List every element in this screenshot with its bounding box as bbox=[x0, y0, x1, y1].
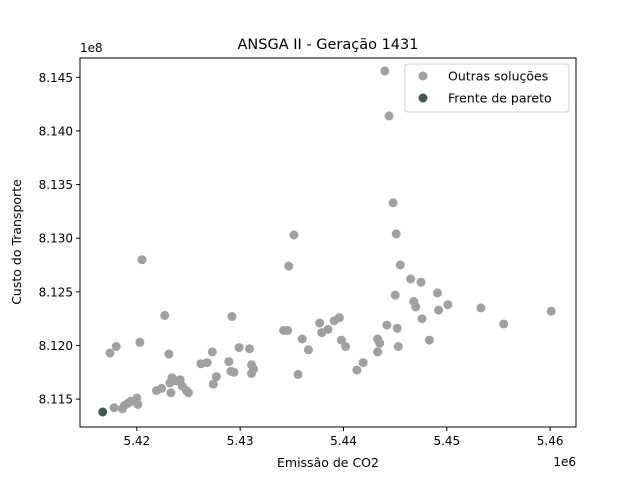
point-outras-solucoes bbox=[352, 365, 362, 375]
axis-ticks: 5.42 5.43 5.44 5.45 5.46 8.115 8.120 8.125 8.130… bbox=[39, 71, 564, 448]
point-outras-solucoes bbox=[373, 347, 383, 357]
x-axis-label: Emissão de CO2 bbox=[277, 455, 379, 470]
point-outras-solucoes bbox=[417, 314, 427, 324]
point-outras-solucoes bbox=[499, 319, 509, 329]
point-outras-solucoes bbox=[424, 335, 434, 345]
point-outras-solucoes bbox=[245, 344, 254, 354]
legend-label-pareto: Frente de pareto bbox=[448, 91, 552, 106]
point-outras-solucoes bbox=[283, 326, 293, 335]
point-outras-solucoes bbox=[433, 288, 442, 298]
point-outras-solucoes bbox=[289, 230, 299, 240]
x-tick-label: 5.43 bbox=[227, 434, 254, 448]
point-outras-solucoes bbox=[476, 303, 486, 313]
legend-label-outras: Outras soluções bbox=[448, 69, 548, 84]
point-outras-solucoes bbox=[323, 324, 333, 334]
legend-marker-outras bbox=[418, 71, 428, 81]
point-outras-solucoes bbox=[315, 318, 325, 328]
point-outras-solucoes bbox=[105, 348, 115, 358]
x-tick-label: 5.44 bbox=[330, 434, 357, 448]
x-tick-label: 5.42 bbox=[123, 434, 150, 448]
point-outras-solucoes bbox=[391, 229, 401, 239]
point-outras-solucoes bbox=[137, 255, 147, 265]
point-outras-solucoes bbox=[336, 335, 346, 345]
point-outras-solucoes bbox=[164, 349, 174, 359]
point-outras-solucoes bbox=[211, 372, 221, 382]
point-outras-solucoes bbox=[109, 403, 119, 413]
point-outras-solucoes bbox=[382, 320, 392, 330]
point-outras-solucoes bbox=[202, 358, 212, 368]
point-outras-solucoes bbox=[229, 367, 239, 377]
legend-box bbox=[404, 63, 570, 113]
point-outras-solucoes bbox=[546, 306, 556, 316]
legend-marker-pareto bbox=[418, 93, 428, 103]
point-outras-solucoes bbox=[208, 379, 218, 389]
point-outras-solucoes bbox=[341, 342, 351, 351]
point-outras-solucoes bbox=[392, 323, 402, 333]
point-outras-solucoes bbox=[390, 290, 400, 300]
point-outras-solucoes bbox=[111, 342, 121, 351]
point-outras-solucoes bbox=[249, 364, 259, 374]
point-outras-solucoes bbox=[393, 342, 403, 351]
point-outras-solucoes bbox=[443, 300, 453, 310]
point-outras-solucoes bbox=[380, 66, 390, 76]
point-outras-solucoes bbox=[224, 357, 234, 367]
point-outras-solucoes bbox=[434, 305, 444, 315]
point-frente-de-pareto bbox=[98, 407, 108, 417]
point-outras-solucoes bbox=[303, 345, 313, 355]
y-tick-label: 8.125 bbox=[39, 285, 73, 299]
y-tick-label: 8.130 bbox=[39, 232, 73, 246]
y-offset-label: 1e8 bbox=[80, 41, 103, 55]
point-outras-solucoes bbox=[406, 274, 416, 284]
point-outras-solucoes bbox=[184, 388, 193, 398]
point-outras-solucoes bbox=[166, 388, 176, 398]
point-outras-solucoes bbox=[284, 261, 294, 271]
point-outras-solucoes bbox=[334, 313, 344, 323]
plot-frame bbox=[79, 57, 577, 428]
y-tick-label: 8.120 bbox=[39, 339, 73, 353]
point-outras-solucoes bbox=[135, 337, 145, 347]
point-outras-solucoes bbox=[416, 277, 426, 287]
point-outras-solucoes bbox=[207, 347, 217, 357]
point-outras-solucoes bbox=[395, 260, 405, 270]
point-outras-solucoes bbox=[293, 369, 303, 379]
legend: Outras soluções Frente de pareto bbox=[404, 63, 570, 113]
point-outras-solucoes bbox=[297, 334, 307, 344]
point-outras-solucoes bbox=[160, 310, 170, 320]
point-outras-solucoes bbox=[234, 343, 244, 353]
y-tick-label: 8.115 bbox=[39, 393, 73, 407]
point-outras-solucoes bbox=[358, 358, 368, 368]
data-points bbox=[98, 66, 556, 417]
point-outras-solucoes bbox=[384, 111, 394, 121]
point-outras-solucoes bbox=[388, 198, 398, 208]
point-outras-solucoes bbox=[375, 338, 385, 348]
point-outras-solucoes bbox=[133, 400, 143, 409]
y-tick-label: 8.140 bbox=[39, 124, 73, 138]
point-outras-solucoes bbox=[227, 312, 237, 321]
chart-title: ANSGA II - Geração 1431 bbox=[238, 37, 419, 53]
x-tick-label: 5.45 bbox=[433, 434, 460, 448]
y-tick-label: 8.145 bbox=[39, 71, 73, 85]
x-offset-label: 1e6 bbox=[553, 455, 576, 469]
y-tick-label: 8.135 bbox=[39, 178, 73, 192]
x-tick-label: 5.46 bbox=[537, 434, 564, 448]
point-outras-solucoes bbox=[157, 383, 167, 393]
y-axis-label: Custo do Transporte bbox=[9, 179, 24, 305]
point-outras-solucoes bbox=[411, 302, 421, 312]
